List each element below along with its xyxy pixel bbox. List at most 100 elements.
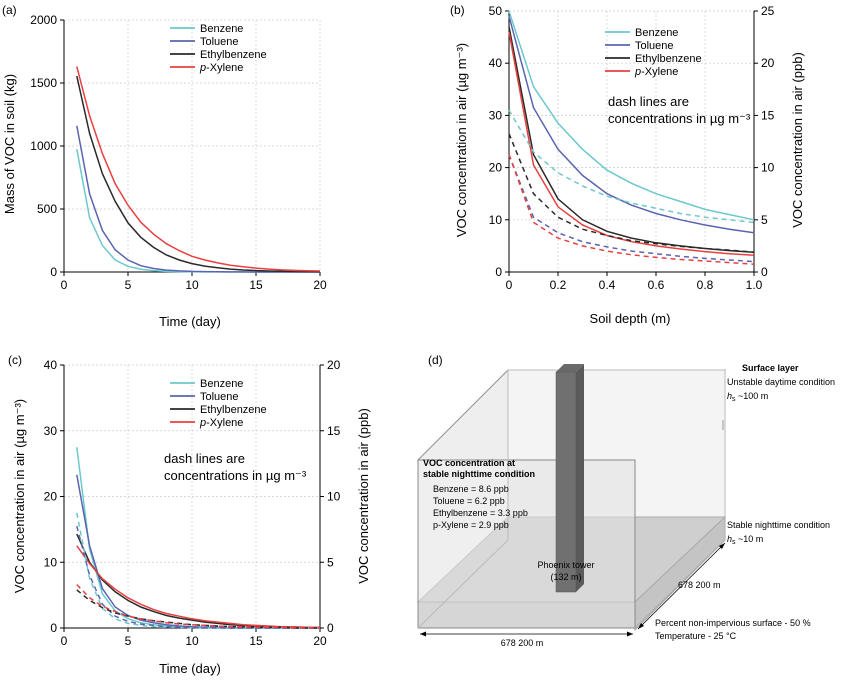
series-line-ethylbenzene <box>508 26 755 253</box>
box-front-face <box>417 459 636 629</box>
chart-c-ylabel-right: VOC concentration in air (ppb) <box>356 408 371 584</box>
x-tick-label: 20 <box>313 278 327 292</box>
series-line-ethylbenzene-dashed <box>508 133 755 253</box>
y-tick-label-right: 10 <box>761 161 775 175</box>
series-line-benzene <box>76 149 320 273</box>
tower-label-line2: (132 m) <box>550 572 581 582</box>
y-tick-label-right: 25 <box>761 4 775 18</box>
chart-c-xlabel: Time (day) <box>159 661 221 676</box>
surface-info-line2: Temperature - 25 °C <box>655 631 737 641</box>
surface-condition: Unstable daytime condition <box>727 377 835 387</box>
surface-layer-title: Surface layer <box>742 363 799 373</box>
surface-height: hs ~100 m <box>727 391 768 403</box>
chart-b-note-line1: dash lines are <box>608 94 689 109</box>
y-tick-label-right: 20 <box>761 56 775 70</box>
legend-label: Ethylbenzene <box>200 404 267 416</box>
chart-a-ylabel: Mass of VOC in soil (kg) <box>2 74 17 214</box>
voc-title-line2: stable nighttime condition <box>423 469 535 479</box>
surface-info-line1: Percent non-impervious surface - 50 % <box>655 618 811 628</box>
series-line-pxylene-dashed <box>76 584 320 629</box>
tower-top <box>556 364 584 372</box>
phoenix-tower <box>555 371 577 593</box>
panel-b-letter: (b) <box>450 3 465 17</box>
legend-label: Benzene <box>200 378 243 390</box>
series-line-benzene <box>508 10 755 221</box>
legend-label: Toluene <box>200 391 239 403</box>
voc-line-toluene: Toluene = 6.2 ppb <box>433 496 505 506</box>
chart-a-xlabel: Time (day) <box>159 314 221 329</box>
y-tick-label: 0 <box>50 265 57 279</box>
y-tick-label: 1500 <box>30 76 57 90</box>
x-tick-label: 0 <box>506 278 513 292</box>
width-dimension-label: 678 200 m <box>501 638 544 648</box>
y-tick-label: 40 <box>44 358 58 372</box>
legend-label: Ethylbenzene <box>200 49 267 61</box>
series-line-toluene <box>76 474 320 629</box>
panel-b: (b) 0 0.2 0.4 0.6 0.8 1.001020304050051015202… <box>450 3 805 326</box>
depth-dimension-label: 678 200 m <box>678 580 721 590</box>
legend-label: p-Xylene <box>634 66 678 78</box>
series-line-pxylene-dashed <box>508 154 755 265</box>
y-tick-label-right: 5 <box>327 555 334 569</box>
series-line-pxylene <box>76 545 320 629</box>
y-tick-label-right: 20 <box>327 358 341 372</box>
chart-c-note-line1: dash lines are <box>164 451 245 466</box>
y-tick-label-right: 0 <box>761 265 768 279</box>
chart-b-ylabel-right: VOC concentration in air (ppb) <box>790 52 805 228</box>
x-tick-label: 0 <box>61 278 68 292</box>
y-tick-label: 1000 <box>30 139 57 153</box>
x-tick-label: 0.2 <box>550 278 567 292</box>
chart-b-note-line2: concentrations in µg m⁻³ <box>608 111 751 126</box>
x-tick-label: 20 <box>313 634 327 648</box>
voc-title-line1: VOC concentration at <box>423 458 515 468</box>
legend-label: Benzene <box>635 27 678 39</box>
x-tick-label: 10 <box>185 634 199 648</box>
panel-d-letter: (d) <box>428 353 443 367</box>
voc-line-p-xylene: p-Xylene = 2.9 ppb <box>433 520 509 530</box>
x-tick-label: 1.0 <box>746 278 763 292</box>
chart-c-note-line2: concentrations in µg m⁻³ <box>164 468 307 483</box>
y-tick-label-right: 15 <box>761 108 775 122</box>
y-tick-label: 40 <box>489 56 503 70</box>
voc-line-ethylbenzene: Ethylbenzene = 3.3 ppb <box>433 508 528 518</box>
y-tick-label: 2000 <box>30 13 57 27</box>
panel-a-letter: (a) <box>2 3 17 17</box>
x-tick-label: 0.4 <box>599 278 616 292</box>
x-tick-label: 5 <box>125 278 132 292</box>
width-dimension: 678 200 m <box>420 631 633 648</box>
legend-label: Toluene <box>200 36 239 48</box>
y-tick-label: 30 <box>44 424 58 438</box>
x-tick-label: 15 <box>249 278 263 292</box>
series-line-ethylbenzene-dashed <box>76 589 320 629</box>
series-line-pxylene <box>508 31 755 257</box>
y-tick-label-right: 10 <box>327 490 341 504</box>
y-tick-label-right: 15 <box>327 424 341 438</box>
y-tick-label: 500 <box>37 202 57 216</box>
legend-label: Ethylbenzene <box>635 53 702 65</box>
tower-label-line1: Phoenix tower <box>537 560 594 570</box>
depth-dimension: 678 200 m <box>637 542 726 630</box>
stable-condition: Stable nighttime condition <box>727 520 830 530</box>
stable-height: hs ~10 m <box>727 534 763 546</box>
legend-label: Toluene <box>635 40 674 52</box>
y-tick-label: 10 <box>44 555 58 569</box>
x-tick-label: 0 <box>61 634 68 648</box>
chart-b-ylabel: VOC concentration in air (µg m⁻³) <box>454 43 469 237</box>
chart-a-plot: 0 5 10 15 20 0 500 1000 1500 2000 <box>30 13 327 292</box>
series-line-toluene <box>508 16 755 234</box>
x-tick-label: 0.8 <box>697 278 714 292</box>
legend-label: Benzene <box>200 23 243 35</box>
x-tick-label: 5 <box>125 634 132 648</box>
box-edge <box>417 539 509 629</box>
series-line-toluene <box>76 125 320 273</box>
chart-b-xlabel: Soil depth (m) <box>590 311 671 326</box>
x-tick-label: 10 <box>185 278 199 292</box>
y-tick-label: 50 <box>489 4 503 18</box>
